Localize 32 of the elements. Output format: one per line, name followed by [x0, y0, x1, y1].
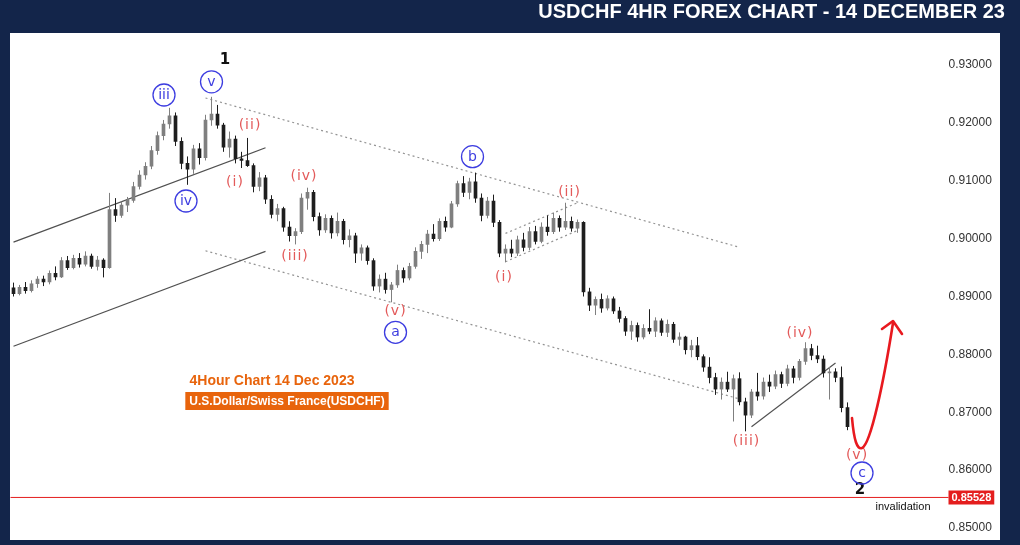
annotation: v	[207, 72, 216, 89]
annotation: (v)	[384, 301, 407, 318]
annotation: (v)	[845, 445, 869, 462]
annotation: (ii)	[238, 115, 262, 132]
y-tick-label: 0.88000	[948, 346, 993, 361]
chart-title: USDCHF 4HR FOREX CHART - 14 DECEMBER 23	[537, 0, 1005, 24]
annotation: iii	[158, 86, 170, 103]
annotation: (iii)	[732, 431, 761, 448]
ref-line-label: 0.85528	[951, 490, 992, 503]
annotation: 1	[219, 49, 231, 68]
annotation: b	[468, 147, 478, 164]
y-tick-label: 0.85000	[948, 520, 993, 535]
annotation: (iv)	[786, 323, 814, 340]
y-tick-label: 0.86000	[948, 462, 993, 477]
annotation: 2	[854, 479, 866, 498]
annotation: c	[858, 464, 866, 481]
y-tick-label: 0.87000	[948, 404, 993, 419]
annotation: 4Hour Chart 14 Dec 2023	[189, 371, 355, 388]
y-tick-label: 0.89000	[948, 288, 993, 303]
y-tick-label: 0.90000	[948, 230, 993, 245]
y-tick-label: 0.93000	[948, 57, 993, 72]
annotation: (i)	[226, 172, 244, 189]
y-tick-label: 0.92000	[948, 115, 993, 130]
annotation: (ii)	[558, 183, 581, 200]
annotation: (i)	[495, 267, 513, 284]
annotation: iv	[179, 192, 193, 209]
annotation: invalidation	[875, 500, 931, 513]
annotation: (iv)	[290, 166, 318, 183]
annotation: a	[391, 323, 400, 340]
annotation: U.S.Dollar/Swiss France(USDCHF)	[189, 393, 385, 408]
y-tick-label: 0.91000	[948, 173, 993, 188]
annotation: (iii)	[281, 246, 309, 263]
